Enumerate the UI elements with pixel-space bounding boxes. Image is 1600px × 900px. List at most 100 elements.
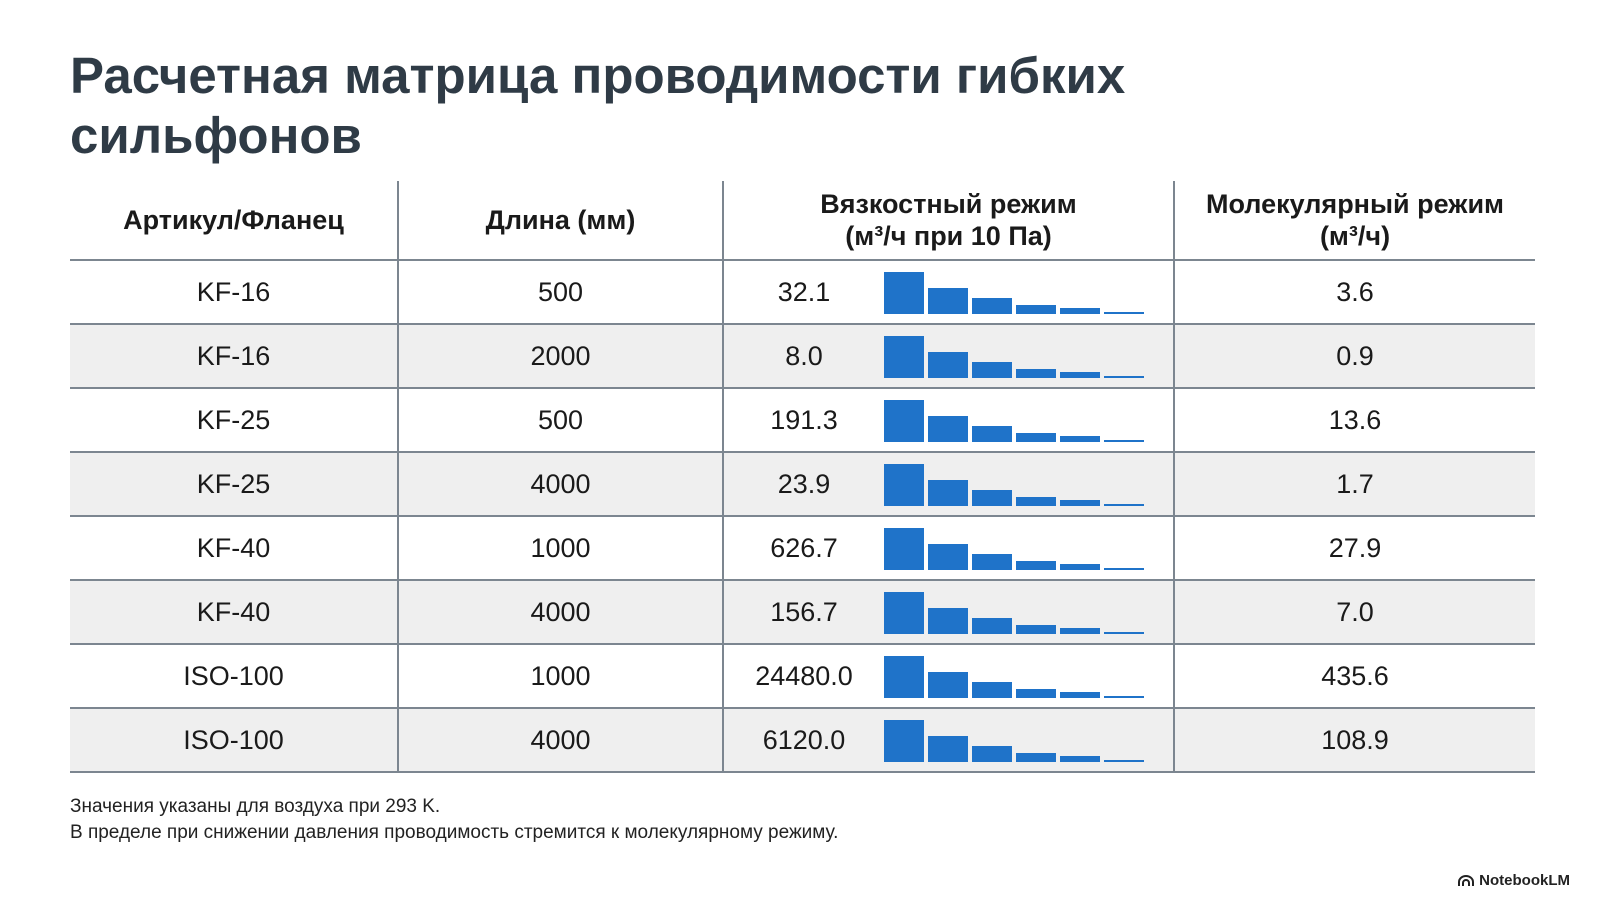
cell-length: 1000 (399, 517, 724, 579)
sparkline-bar (1104, 376, 1144, 378)
cell-molecular: 435.6 (1321, 660, 1389, 691)
sparkline-bar (1016, 753, 1056, 762)
table-row: KF-40 4000 156.7 7.0 (70, 581, 1535, 645)
sparkline-bar (1060, 308, 1100, 314)
header-article: Артикул/Фланец (70, 181, 399, 259)
header-viscous-line1: Вязкостный режим (820, 189, 1077, 219)
brand-watermark: NotebookLM (1458, 872, 1570, 889)
sparkline-bar (972, 490, 1012, 506)
sparkline-bar (1060, 692, 1100, 698)
sparkline-bar (1016, 689, 1056, 698)
cell-molecular: 27.9 (1328, 532, 1382, 563)
viscous-bar-sparkline (884, 718, 1144, 762)
cell-length: 4000 (399, 453, 724, 515)
sparkline-bar (884, 336, 924, 378)
sparkline-bar (1016, 433, 1056, 442)
viscous-value: 32.1 (777, 276, 831, 307)
page-title: Расчетная матрица проводимости гибких си… (70, 47, 1126, 164)
sparkline-bar (1104, 440, 1144, 442)
sparkline-bar (1016, 369, 1056, 378)
viscous-value: 8.0 (785, 340, 823, 371)
header-molecular: Молекулярный режим (м³/ч) (1175, 181, 1535, 259)
sparkline-bar (1104, 568, 1144, 570)
header-molecular-line1: Молекулярный режим (1205, 189, 1505, 219)
table-body: KF-16 500 32.1 3.6 KF-16 2000 8.0 0.9 KF-25 500 19… (70, 261, 1535, 773)
footnote-line-2: В пределе при снижении давления проводим… (70, 822, 839, 843)
sparkline-bar (884, 400, 924, 442)
cell-viscous: 32.1 (724, 261, 1175, 323)
sparkline-bar (1016, 625, 1056, 634)
cell-article: KF-40 (70, 581, 399, 643)
sparkline-bar (1060, 628, 1100, 634)
sparkline-bar (928, 544, 968, 570)
sparkline-bar (1104, 312, 1144, 314)
sparkline-bar (1060, 756, 1100, 762)
cell-molecular: 108.9 (1321, 724, 1389, 755)
sparkline-bar (1104, 696, 1144, 698)
header-length: Длина (мм) (399, 181, 724, 259)
cell-viscous: 156.7 (724, 581, 1175, 643)
cell-length: 4000 (399, 581, 724, 643)
cell-length: 500 (399, 261, 724, 323)
sparkline-bar (1016, 497, 1056, 506)
sparkline-bar (972, 426, 1012, 442)
conductance-table: Артикул/Фланец Длина (мм) Вязкостный реж… (70, 181, 1535, 773)
header-viscous-line2: (м³/ч при 10 Па) (845, 221, 1052, 251)
viscous-bar-sparkline (884, 334, 1144, 378)
cell-viscous: 8.0 (724, 325, 1175, 387)
cell-length: 4000 (399, 709, 724, 771)
viscous-value: 6120.0 (762, 724, 846, 755)
sparkline-bar (884, 592, 924, 634)
sparkline-bar (928, 608, 968, 634)
sparkline-bar (928, 480, 968, 506)
viscous-value: 191.3 (770, 404, 838, 435)
notebooklm-logo-icon (1458, 874, 1475, 886)
sparkline-bar (1104, 632, 1144, 634)
sparkline-bar (1016, 561, 1056, 570)
cell-length: 500 (399, 389, 724, 451)
viscous-bar-sparkline (884, 462, 1144, 506)
sparkline-bar (928, 416, 968, 442)
sparkline-bar (928, 736, 968, 762)
sparkline-bar (972, 362, 1012, 378)
sparkline-bar (928, 672, 968, 698)
brand-name: NotebookLM (1479, 872, 1570, 889)
cell-article: KF-25 (70, 389, 399, 451)
header-article-label: Артикул/Фланец (123, 205, 344, 235)
table-header: Артикул/Фланец Длина (мм) Вязкостный реж… (70, 181, 1535, 261)
cell-molecular: 13.6 (1328, 404, 1382, 435)
sparkline-bar (1060, 372, 1100, 378)
sparkline-bar (884, 656, 924, 698)
sparkline-bar (928, 352, 968, 378)
cell-article: KF-25 (70, 453, 399, 515)
cell-article: KF-16 (70, 325, 399, 387)
sparkline-bar (1060, 436, 1100, 442)
sparkline-bar (972, 618, 1012, 634)
sparkline-bar (1104, 760, 1144, 762)
viscous-bar-sparkline (884, 270, 1144, 314)
sparkline-bar (884, 464, 924, 506)
viscous-value: 23.9 (777, 468, 831, 499)
table-row: KF-16 500 32.1 3.6 (70, 261, 1535, 325)
cell-article: ISO-100 (70, 645, 399, 707)
table-row: KF-40 1000 626.7 27.9 (70, 517, 1535, 581)
cell-length: 1000 (399, 645, 724, 707)
sparkline-bar (884, 528, 924, 570)
cell-molecular: 0.9 (1336, 340, 1374, 371)
cell-molecular: 3.6 (1336, 276, 1374, 307)
cell-viscous: 6120.0 (724, 709, 1175, 771)
viscous-bar-sparkline (884, 526, 1144, 570)
cell-viscous: 626.7 (724, 517, 1175, 579)
viscous-value: 24480.0 (755, 660, 853, 691)
table-row: ISO-100 1000 24480.0 435.6 (70, 645, 1535, 709)
viscous-bar-sparkline (884, 654, 1144, 698)
cell-viscous: 24480.0 (724, 645, 1175, 707)
viscous-value: 156.7 (770, 596, 838, 627)
sparkline-bar (884, 272, 924, 314)
table-row: ISO-100 4000 6120.0 108.9 (70, 709, 1535, 773)
sparkline-bar (1060, 564, 1100, 570)
cell-molecular: 7.0 (1336, 596, 1374, 627)
viscous-value: 626.7 (770, 532, 838, 563)
sparkline-bar (1016, 305, 1056, 314)
sparkline-bar (1104, 504, 1144, 506)
